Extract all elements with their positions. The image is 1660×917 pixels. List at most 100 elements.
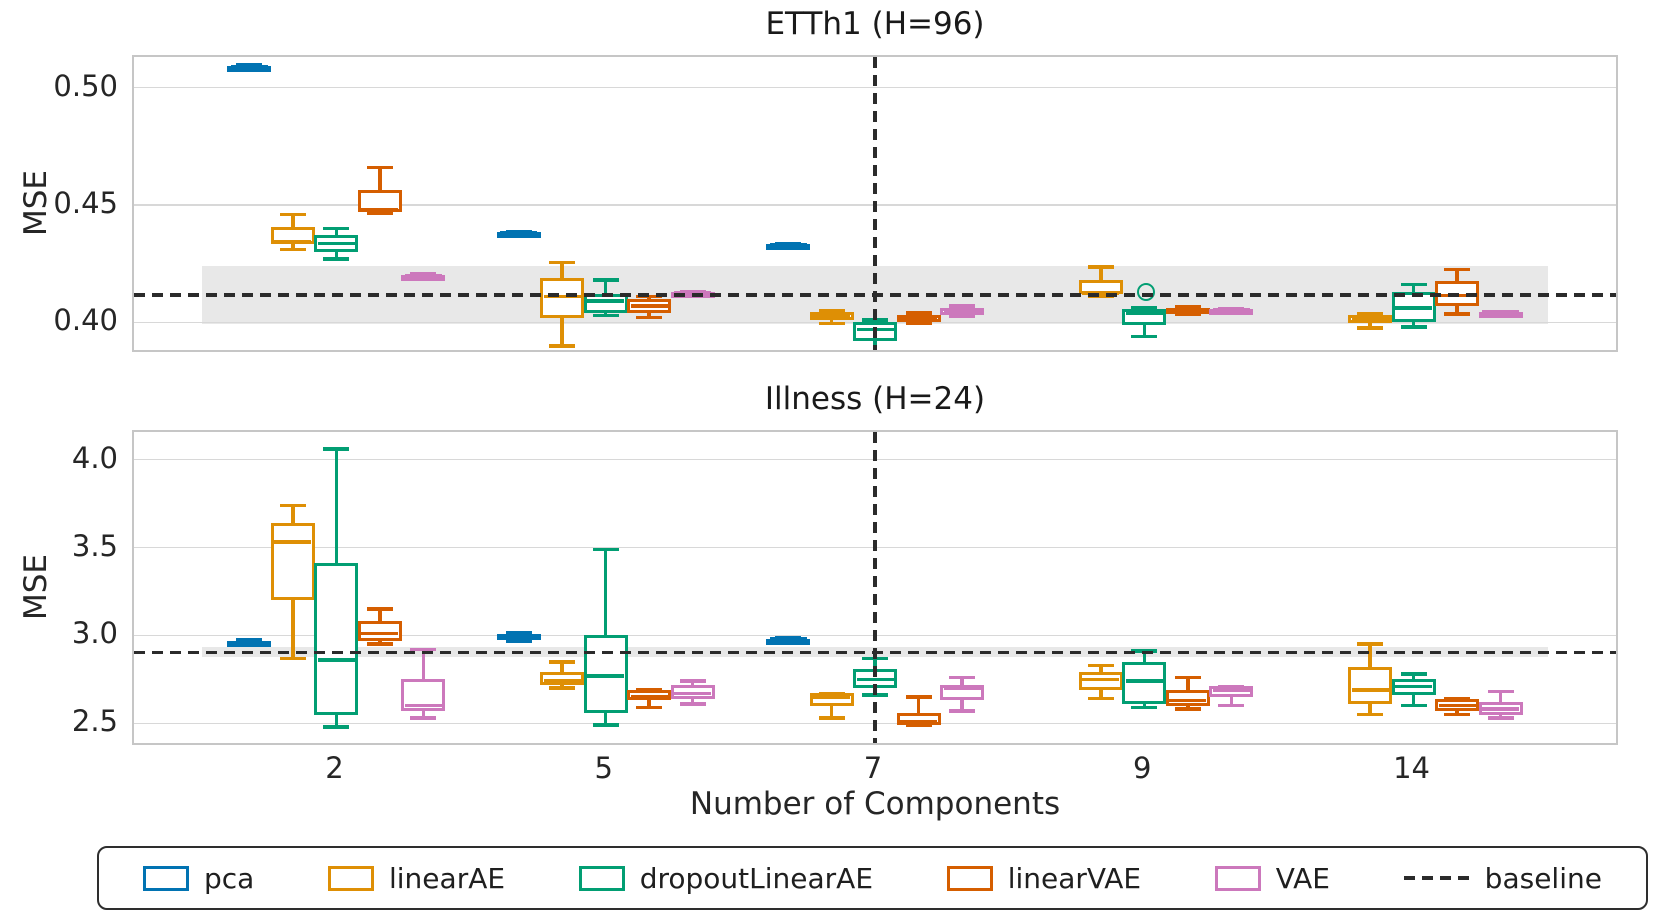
whisker	[1411, 322, 1416, 327]
whisker-cap	[279, 503, 306, 508]
median-line	[274, 540, 312, 544]
whisker-cap	[410, 647, 437, 652]
whisker	[1142, 703, 1147, 708]
outlier-marker	[1137, 283, 1156, 302]
median-line	[769, 243, 807, 247]
whisker	[1455, 269, 1459, 282]
whisker-cap	[366, 211, 393, 215]
median-line	[674, 691, 712, 696]
whisker-cap	[1087, 265, 1114, 269]
whisker-cap	[323, 447, 350, 451]
box-dropoutLinearAE	[583, 294, 628, 313]
whisker-cap	[323, 257, 350, 261]
whisker	[829, 319, 834, 324]
whisker	[1455, 711, 1459, 715]
whisker-cap	[366, 165, 393, 170]
legend-item-linearAE: linearAE	[328, 862, 505, 895]
legend-label: baseline	[1484, 861, 1602, 895]
whisker-cap	[905, 723, 932, 727]
whisker	[647, 700, 651, 708]
median-line	[943, 686, 981, 690]
median-line	[630, 695, 668, 699]
whisker	[560, 661, 564, 673]
box-VAE	[670, 684, 715, 699]
legend-item-linearVAE: linearVAE	[946, 861, 1142, 895]
whisker-cap	[592, 723, 619, 727]
dropoutLinearAE-swatch-icon	[578, 865, 625, 891]
whisker-cap	[549, 686, 576, 690]
whisker-cap	[679, 679, 706, 683]
median-line	[361, 207, 399, 212]
whisker-cap	[366, 607, 393, 611]
whisker-cap	[949, 675, 975, 680]
whisker	[603, 712, 608, 726]
median-line	[813, 314, 850, 319]
reference-vline	[873, 57, 877, 350]
panel-title-illness: Illness (H=24)	[764, 381, 986, 417]
whisker	[378, 640, 382, 645]
whisker-cap	[1400, 282, 1427, 287]
whisker-cap	[905, 311, 932, 315]
whisker	[960, 677, 964, 685]
box-linearVAE	[357, 621, 402, 641]
linearVAE-swatch-icon	[946, 865, 993, 891]
median-line	[1082, 677, 1120, 682]
whisker	[334, 449, 339, 564]
whisker-cap	[505, 631, 532, 635]
whisker-cap	[905, 321, 932, 326]
median-line	[900, 317, 937, 321]
box-linearVAE	[627, 689, 672, 701]
pca-swatch-icon	[143, 865, 189, 891]
median-line	[1351, 318, 1389, 322]
whisker-cap	[1087, 663, 1114, 668]
median-line	[1169, 698, 1207, 703]
legend-item-baseline: baseline	[1403, 861, 1602, 895]
whisker-cap	[679, 702, 706, 706]
whisker-cap	[1131, 705, 1158, 710]
whisker	[334, 228, 339, 236]
whisker-cap	[949, 314, 975, 319]
baseline-dash-icon	[1403, 876, 1470, 880]
median-line	[404, 273, 442, 278]
whisker	[560, 684, 564, 689]
whisker-cap	[1357, 712, 1384, 717]
y-tick-label: 0.45	[53, 185, 118, 220]
whisker-cap	[366, 642, 393, 646]
whisker	[378, 167, 382, 190]
median-line	[361, 631, 399, 636]
median-line	[1082, 291, 1120, 295]
whisker-cap	[1487, 716, 1514, 720]
median-line	[1212, 688, 1250, 692]
y-tick-label: 3.5	[71, 528, 118, 563]
whisker	[378, 609, 382, 622]
x-tick-label: 14	[1393, 751, 1430, 785]
x-tick-label: 7	[863, 751, 883, 785]
whisker-cap	[279, 247, 306, 252]
whisker-cap	[1357, 642, 1384, 646]
whisker-cap	[549, 344, 576, 348]
y-tick-label: 0.50	[53, 68, 118, 103]
legend-label: linearVAE	[1007, 861, 1142, 895]
median-line	[1482, 707, 1520, 711]
whisker	[647, 312, 651, 318]
median-line	[230, 640, 268, 645]
whisker	[1099, 267, 1103, 281]
legend: pca linearAE dropoutLinearAE linearVAE VAE ba…	[97, 846, 1648, 910]
whisker	[690, 698, 695, 704]
whisker-cap	[1174, 305, 1201, 309]
whisker	[421, 711, 426, 719]
legend-label: dropoutLinearAE	[639, 861, 874, 895]
whisker-cap	[323, 725, 350, 729]
whisker	[560, 262, 564, 278]
whisker	[603, 280, 608, 295]
whisker	[291, 505, 295, 523]
whisker-cap	[549, 660, 576, 664]
whisker-cap	[1400, 703, 1427, 708]
median-line	[500, 231, 538, 235]
x-axis-label: Number of Components	[689, 786, 1061, 822]
median-line	[1395, 684, 1433, 689]
whisker-cap	[592, 313, 619, 317]
whisker	[829, 705, 834, 719]
whisker-cap	[1087, 696, 1114, 701]
whisker	[1229, 696, 1234, 706]
